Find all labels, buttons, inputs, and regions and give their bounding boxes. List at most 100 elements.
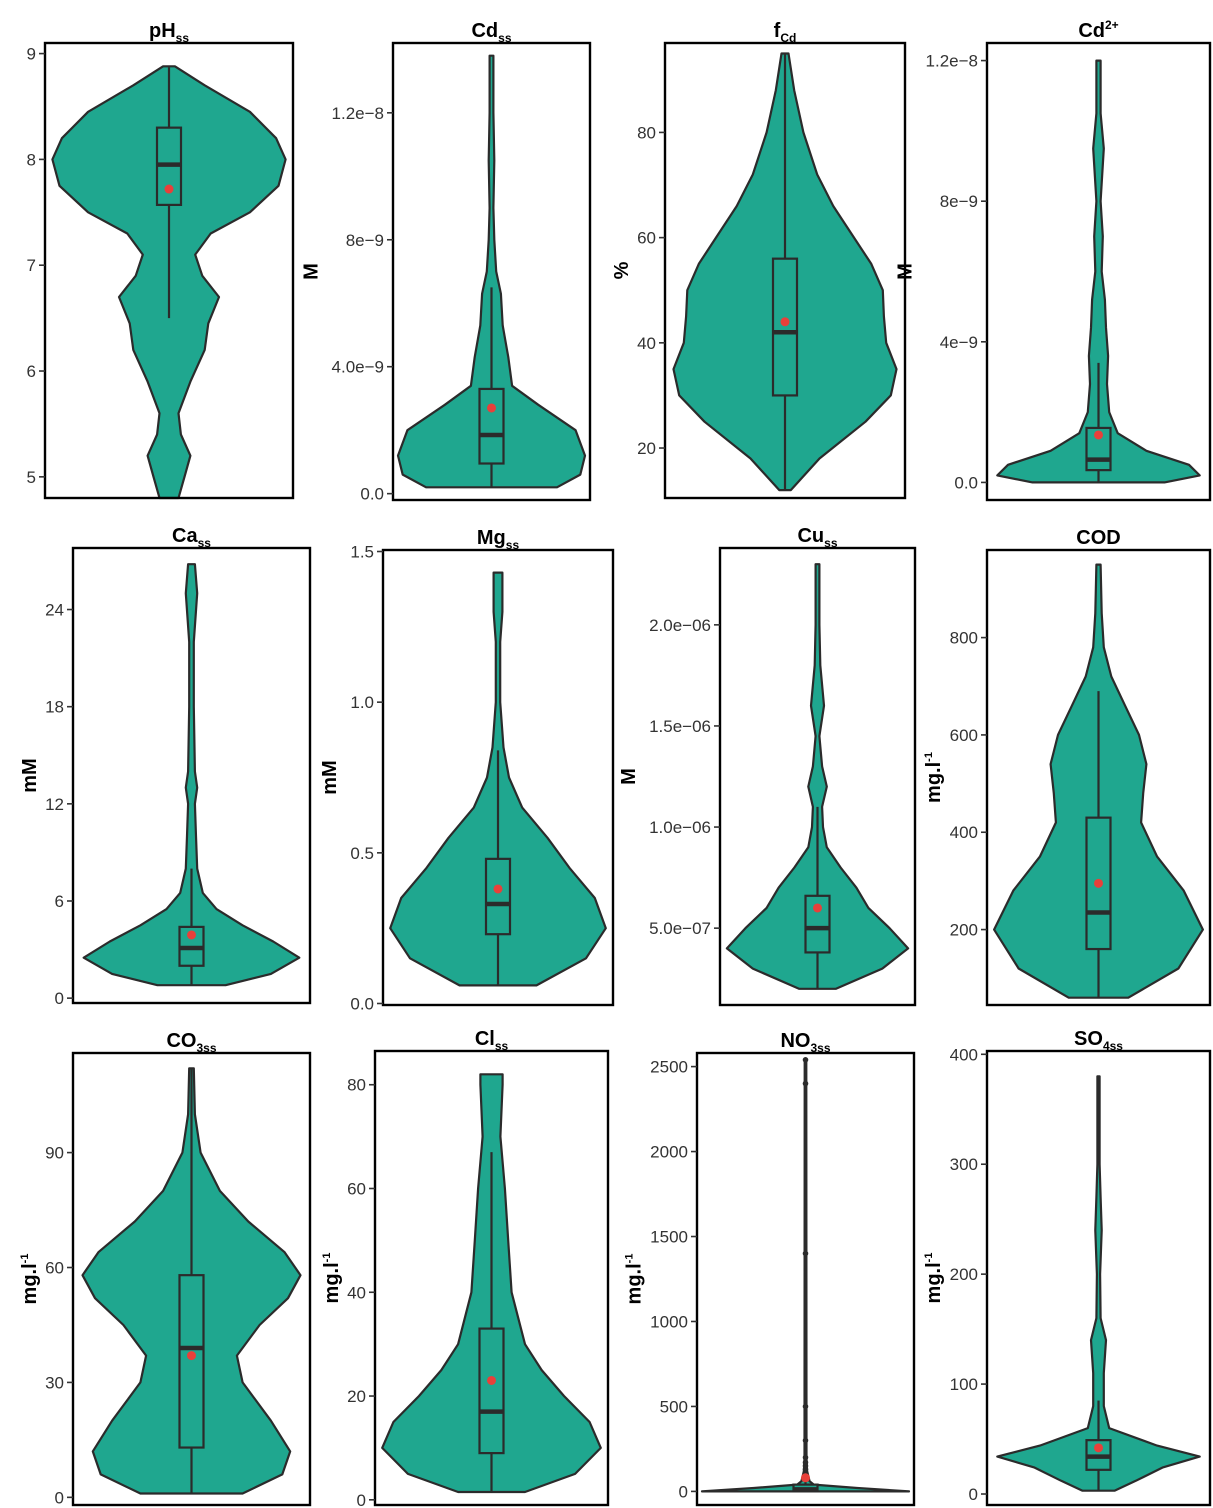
violin-body: [996, 59, 1201, 484]
mean-marker: [487, 1375, 496, 1385]
y-axis-label-superscript: -1: [923, 752, 935, 762]
panel-0: 5 6 7 8 9 pHss: [27, 20, 295, 500]
y-tick-label: 0: [55, 989, 64, 1008]
y-axis-label: mM: [19, 758, 41, 792]
panel-title: Cass: [172, 525, 211, 550]
violin-body: [700, 1058, 911, 1493]
box-iqr: [478, 1327, 505, 1455]
y-tick-label: 2000: [650, 1143, 688, 1162]
y-axis-label-main: mM: [319, 760, 341, 794]
y-axis-label-main: mg.l: [19, 1263, 41, 1304]
panel-frame: [391, 41, 592, 502]
y-axis-label-main: mM: [19, 758, 41, 792]
y-axis-label-main: M: [618, 768, 640, 785]
panel-title-main: f: [774, 20, 781, 42]
panel-title-main: NO: [780, 1030, 810, 1052]
panel-title: COD: [1076, 527, 1120, 549]
y-tick-label: 4.0e−9: [332, 358, 384, 377]
y-tick-label: 400: [950, 1045, 978, 1064]
mean-marker: [813, 903, 822, 913]
y-axis-label: mg.l-1: [923, 752, 945, 803]
y-tick-label: 1.5e−06: [649, 717, 711, 736]
panel-title: SO4ss: [1074, 1028, 1123, 1053]
panel-title-subscript: 3ss: [196, 1041, 216, 1055]
panel-7: 200 400 600 800 COD mg.l-1: [923, 527, 1212, 1007]
panel-frame: [985, 41, 1212, 502]
mean-marker: [187, 1351, 196, 1361]
y-tick-label: 1.0: [350, 693, 374, 712]
y-tick-label: 20: [347, 1387, 366, 1406]
y-axis-label: %: [611, 261, 633, 279]
panel-title: NO3ss: [780, 1030, 830, 1055]
panel-title-subscript: ss: [824, 536, 838, 550]
y-tick-label: 18: [45, 698, 64, 717]
y-tick-label: 80: [347, 1076, 366, 1095]
y-tick-label: 1500: [650, 1228, 688, 1247]
y-axis-label: mM: [319, 760, 341, 794]
panel-title-main: Cl: [475, 1028, 495, 1050]
outlier-point: [802, 1403, 809, 1410]
y-axis-label-main: mg.l: [321, 1262, 343, 1303]
panel-title: Cdss: [471, 20, 511, 45]
panel-title-subscript: ss: [498, 31, 512, 45]
y-tick-label: 0: [679, 1482, 688, 1501]
y-tick-label: 1.0e−06: [649, 818, 711, 837]
mean-marker: [1094, 1443, 1103, 1453]
panel-frame: [71, 546, 312, 1005]
panel-title: Clss: [475, 1028, 509, 1053]
y-axis-label: mg.l-1: [624, 1254, 646, 1305]
panel-title-subscript: ss: [495, 1039, 509, 1053]
panel-4: 0 6 12 18 24 Cass mM: [19, 525, 312, 1008]
y-tick-label: 40: [347, 1283, 366, 1302]
panel-11: 0 100 200 300 400 SO4ss mg.l-1: [923, 1028, 1212, 1507]
y-tick-label: 30: [45, 1373, 64, 1392]
y-tick-label: 0.5: [350, 844, 374, 863]
mean-marker: [187, 930, 196, 940]
mean-marker: [780, 317, 790, 327]
panel-10: 0 500 1000 1500 2000 2500 NO3ss mg.l-1: [624, 1030, 916, 1507]
y-tick-label: 1000: [650, 1312, 688, 1331]
y-axis-label-main: M: [300, 263, 322, 280]
y-axis-label: mg.l-1: [19, 1254, 41, 1305]
panel-title-subscript: ss: [506, 538, 520, 552]
y-tick-label: 1.5: [350, 543, 374, 562]
panel-title: pHss: [149, 20, 189, 45]
panel-title-subscript: 4ss: [1103, 1039, 1123, 1053]
violin-body: [996, 1075, 1201, 1492]
mean-marker: [1094, 430, 1103, 440]
y-axis-label-main: mg.l: [923, 1262, 945, 1303]
y-tick-label: 12: [45, 795, 64, 814]
panel-frame: [695, 1051, 916, 1507]
box-iqr: [478, 387, 505, 465]
y-tick-label: 200: [950, 921, 978, 940]
y-tick-label: 800: [950, 629, 978, 648]
panel-2: 20 40 60 80 fCd%: [611, 20, 907, 500]
panel-3: 0.0 4e−9 8e−9 1.2e−8 Cd2+ M: [894, 18, 1212, 502]
outlier-point: [802, 1080, 809, 1087]
panel-frame: [663, 41, 907, 500]
y-tick-label: 7: [27, 256, 36, 275]
violin-body: [396, 54, 587, 489]
panel-5: 0.0 0.5 1.0 1.5 Mgss mM: [319, 527, 615, 1013]
panel-6: 5.0e−07 1.0e−06 1.5e−06 2.0e−06 Cuss M: [618, 525, 917, 1007]
panel-title-subscript: Cd: [780, 31, 796, 45]
panel-title: Cuss: [797, 525, 837, 550]
y-tick-label: 300: [950, 1155, 978, 1174]
panel-9: 0 20 40 60 80 Clss mg.l-1: [321, 1028, 610, 1508]
box-iqr: [771, 257, 799, 397]
outlier-point: [802, 1056, 809, 1063]
y-axis-label-main: mg.l: [624, 1263, 646, 1304]
panel-title-main: Cd: [1078, 20, 1105, 42]
outlier-point: [802, 1459, 809, 1466]
y-tick-label: 80: [637, 123, 656, 142]
mean-marker: [164, 184, 174, 194]
outlier-point: [802, 1454, 809, 1461]
panel-frame: [71, 1051, 312, 1507]
panel-title-superscript: 2+: [1105, 18, 1119, 32]
y-tick-label: 60: [637, 229, 656, 248]
panel-title-main: Cu: [797, 525, 824, 547]
y-tick-label: 8e−9: [346, 231, 384, 250]
panel-title-subscript: 3ss: [810, 1041, 830, 1055]
y-axis-label-main: M: [894, 263, 916, 280]
